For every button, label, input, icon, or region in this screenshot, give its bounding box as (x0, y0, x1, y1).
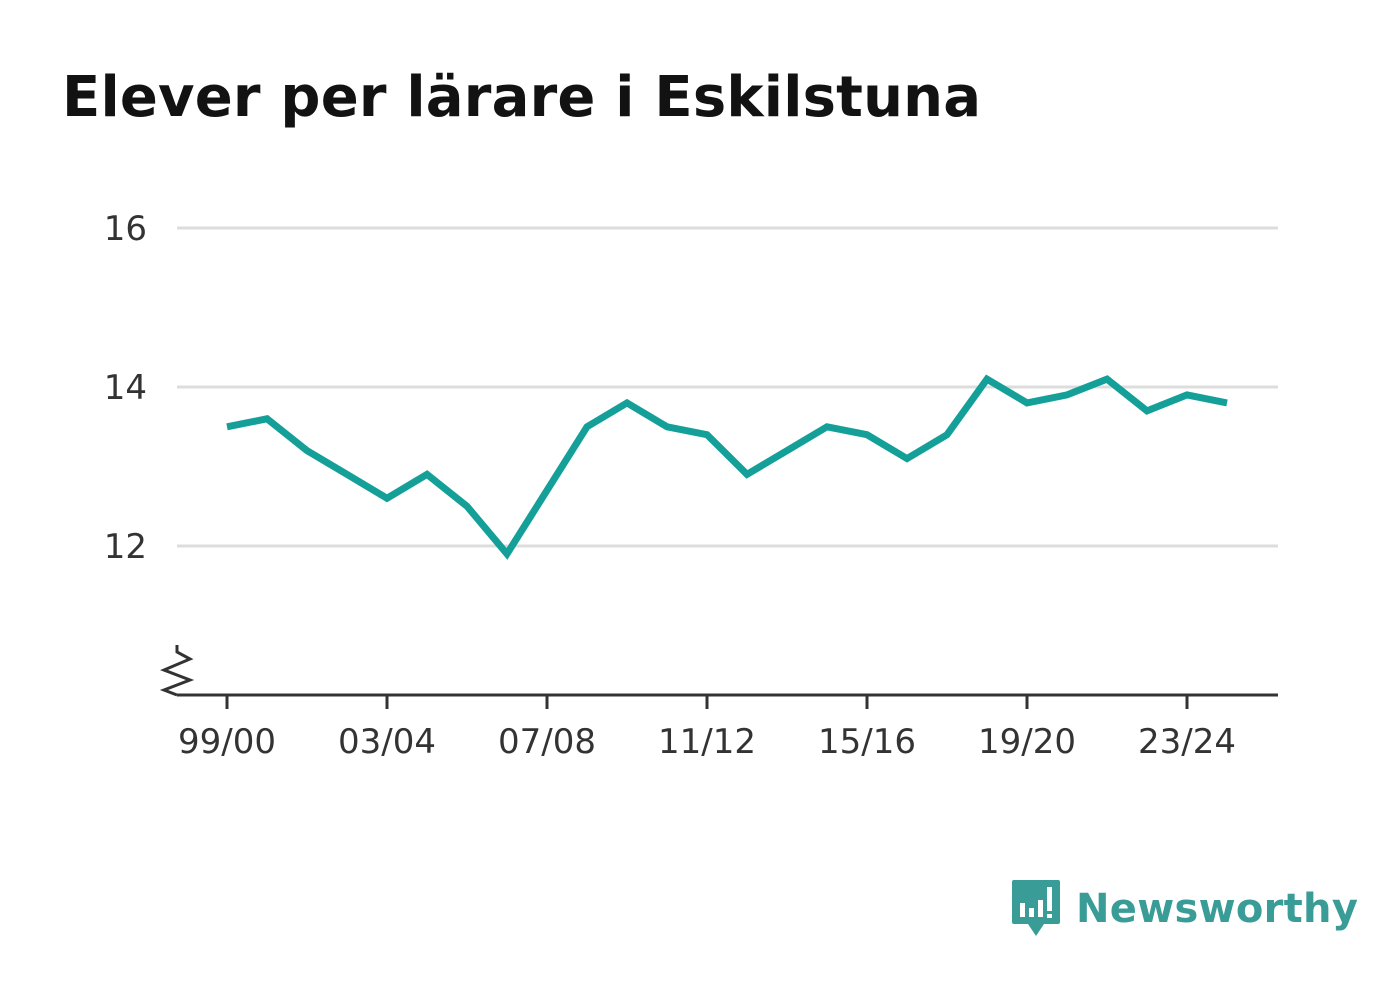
x-tick-label-07-08: 07/08 (498, 722, 596, 762)
brand-name: Newsworthy (1076, 886, 1359, 932)
x-tick-label-23-24: 23/24 (1138, 722, 1236, 762)
series-layer (226, 374, 1228, 560)
y-tick-label-16: 16 (104, 209, 147, 249)
x-tick-label-19-20: 19/20 (978, 722, 1076, 762)
x-axis (159, 645, 1278, 709)
bar-chart-speech-bubble-icon (1012, 880, 1060, 936)
x-tick-label-15-16: 15/16 (818, 722, 916, 762)
series-line-0 (226, 374, 1228, 560)
x-tick-label-11-12: 11/12 (658, 722, 756, 762)
y-tick-label-12: 12 (104, 527, 147, 567)
y-axis-tick-labels: 12 14 16 (104, 209, 147, 567)
x-axis-tick-labels: 99/00 03/04 07/08 11/12 15/16 19/20 23/24 (178, 722, 1236, 762)
x-tick-label-99-00: 99/00 (178, 722, 276, 762)
y-axis-break-icon (159, 645, 195, 697)
x-tick-label-03-04: 03/04 (338, 722, 436, 762)
y-tick-label-14: 14 (104, 368, 147, 408)
chart-title: Elever per lärare i Eskilstuna (62, 65, 982, 130)
brand-logo: Newsworthy (1010, 878, 1358, 940)
